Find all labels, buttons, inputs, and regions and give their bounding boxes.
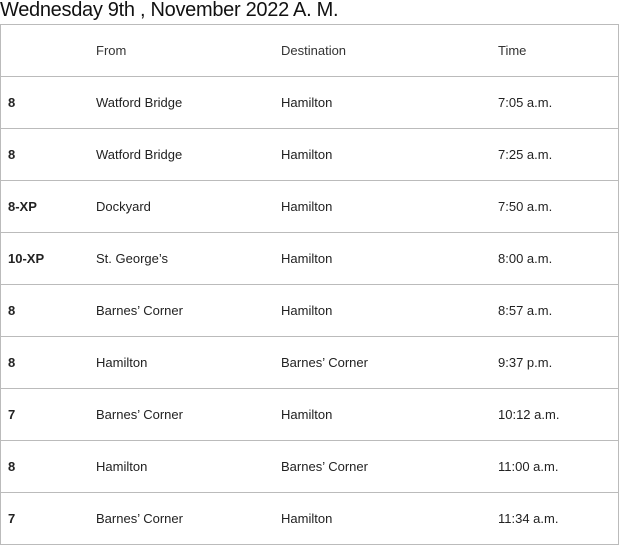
destination-cell: Hamilton — [275, 128, 492, 181]
destination-cell: Hamilton — [275, 76, 492, 129]
from-cell: Hamilton — [89, 440, 275, 493]
route-cell: 7 — [0, 492, 89, 545]
destination-cell: Hamilton — [275, 180, 492, 233]
from-cell: Dockyard — [89, 180, 275, 233]
destination-cell: Hamilton — [275, 284, 492, 337]
route-cell: 8 — [0, 440, 89, 493]
destination-cell: Hamilton — [275, 388, 492, 441]
route-cell: 8-XP — [0, 180, 89, 233]
route-cell: 7 — [0, 388, 89, 441]
table-row: 8 Hamilton Barnes’ Corner 11:00 a.m. — [0, 440, 619, 493]
time-cell: 8:57 a.m. — [492, 284, 619, 337]
header-from: From — [89, 24, 275, 77]
header-route — [0, 24, 89, 77]
destination-cell: Barnes’ Corner — [275, 336, 492, 389]
destination-cell: Hamilton — [275, 232, 492, 285]
table-row: 10-XP St. George’s Hamilton 8:00 a.m. — [0, 232, 619, 285]
table-row: 8 Hamilton Barnes’ Corner 9:37 p.m. — [0, 336, 619, 389]
route-cell: 8 — [0, 284, 89, 337]
route-cell: 8 — [0, 76, 89, 129]
from-cell: Barnes’ Corner — [89, 284, 275, 337]
table-row: 8 Watford Bridge Hamilton 7:25 a.m. — [0, 128, 619, 181]
from-cell: Barnes’ Corner — [89, 388, 275, 441]
from-cell: Hamilton — [89, 336, 275, 389]
from-cell: Watford Bridge — [89, 76, 275, 129]
destination-cell: Hamilton — [275, 492, 492, 545]
route-cell: 10-XP — [0, 232, 89, 285]
time-cell: 11:00 a.m. — [492, 440, 619, 493]
time-cell: 9:37 p.m. — [492, 336, 619, 389]
bus-schedule-table: From Destination Time 8 Watford Bridge Ham… — [0, 24, 619, 545]
table-header-row: From Destination Time — [0, 24, 619, 77]
table-row: 7 Barnes’ Corner Hamilton 10:12 a.m. — [0, 388, 619, 441]
from-cell: Barnes’ Corner — [89, 492, 275, 545]
route-cell: 8 — [0, 336, 89, 389]
time-cell: 10:12 a.m. — [492, 388, 619, 441]
header-time: Time — [492, 24, 619, 77]
time-cell: 7:05 a.m. — [492, 76, 619, 129]
table-row: 8-XP Dockyard Hamilton 7:50 a.m. — [0, 180, 619, 233]
time-cell: 8:00 a.m. — [492, 232, 619, 285]
table-row: 8 Watford Bridge Hamilton 7:05 a.m. — [0, 76, 619, 129]
header-destination: Destination — [275, 24, 492, 77]
time-cell: 7:25 a.m. — [492, 128, 619, 181]
from-cell: St. George’s — [89, 232, 275, 285]
time-cell: 11:34 a.m. — [492, 492, 619, 545]
route-cell: 8 — [0, 128, 89, 181]
time-cell: 7:50 a.m. — [492, 180, 619, 233]
page-title: Wednesday 9th , November 2022 A. M. — [0, 0, 339, 21]
table-row: 8 Barnes’ Corner Hamilton 8:57 a.m. — [0, 284, 619, 337]
from-cell: Watford Bridge — [89, 128, 275, 181]
destination-cell: Barnes’ Corner — [275, 440, 492, 493]
table-row: 7 Barnes’ Corner Hamilton 11:34 a.m. — [0, 492, 619, 545]
